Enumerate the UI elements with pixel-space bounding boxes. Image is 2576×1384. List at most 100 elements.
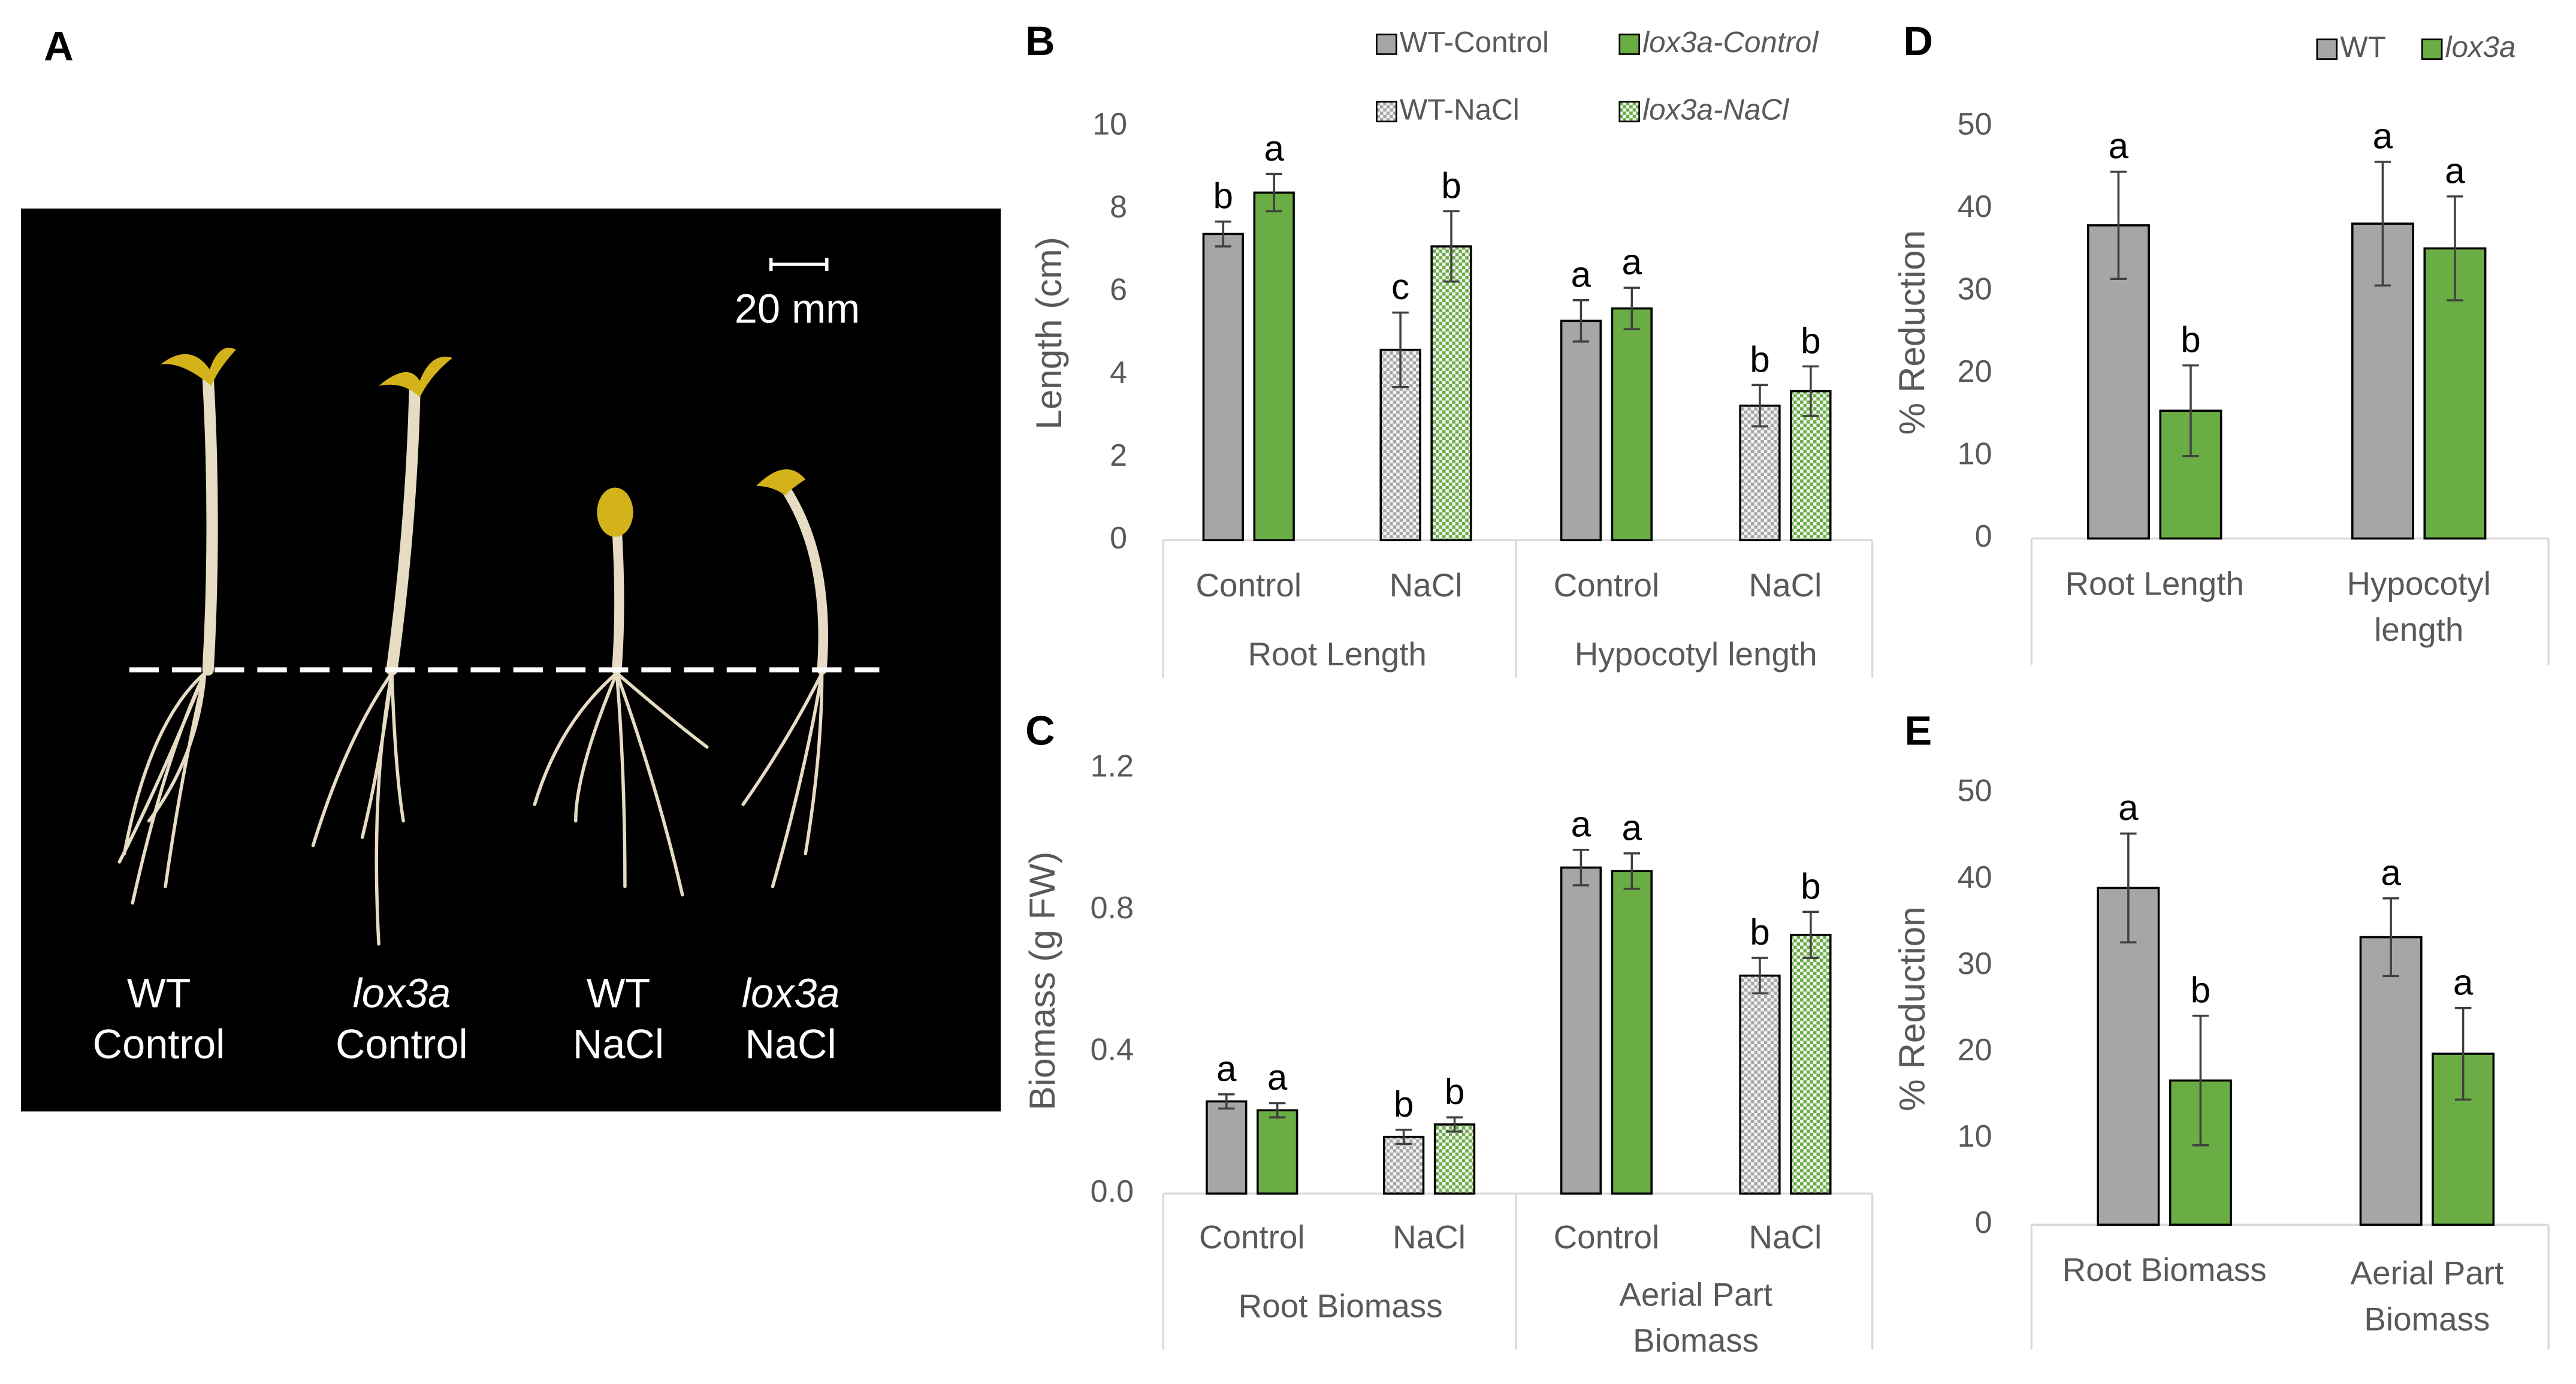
photo: 20 mm bbox=[20, 208, 1001, 1112]
bar bbox=[2086, 224, 2150, 540]
y-tick-label: 1.2 bbox=[1091, 749, 1134, 784]
x-category-label: Biomass bbox=[1633, 1322, 1759, 1359]
bar bbox=[2359, 936, 2423, 1226]
significance-letter: b bbox=[1445, 1071, 1465, 1112]
x-subcategory-label: Control bbox=[1554, 566, 1660, 604]
bar bbox=[2097, 887, 2160, 1226]
error-bar bbox=[1623, 287, 1641, 330]
bar bbox=[1739, 974, 1781, 1195]
y-tick-label: 2 bbox=[1110, 438, 1127, 473]
error-bar bbox=[2374, 161, 2391, 287]
panel-label: E bbox=[1904, 707, 1932, 753]
error-bar bbox=[1802, 910, 1819, 959]
y-tick-label: 20 bbox=[1958, 1033, 1992, 1068]
panel-label: D bbox=[1904, 18, 1933, 64]
panel-label: C bbox=[1025, 707, 1055, 753]
y-tick-label: 10 bbox=[1958, 1119, 1992, 1154]
x-subcategory-label: NaCl bbox=[1749, 566, 1822, 604]
error-bar bbox=[2182, 364, 2199, 457]
y-tick-label: 10 bbox=[1092, 107, 1127, 142]
significance-letter: c bbox=[1391, 266, 1409, 307]
error-bar bbox=[1215, 220, 1232, 248]
bar bbox=[1382, 1135, 1425, 1195]
significance-letter: a bbox=[2118, 787, 2139, 828]
x-category-label: Aerial Part bbox=[2351, 1255, 2504, 1292]
x-category-label: Root Length bbox=[1248, 635, 1426, 673]
significance-letter: a bbox=[2109, 125, 2129, 166]
x-subcategory-label: Control bbox=[1554, 1218, 1660, 1255]
significance-letter: b bbox=[1801, 866, 1821, 906]
significance-letter: a bbox=[2453, 961, 2474, 1002]
y-axis-title: % Reduction bbox=[1892, 906, 1932, 1111]
legend-swatch bbox=[2316, 38, 2338, 60]
significance-letter: b bbox=[1750, 912, 1770, 952]
error-bar bbox=[1751, 957, 1768, 995]
y-tick-label: 0.4 bbox=[1091, 1033, 1134, 1068]
y-axis-title: Length (cm) bbox=[1028, 237, 1069, 429]
error-bar bbox=[1218, 1093, 1235, 1110]
y-tick-label: 50 bbox=[1958, 107, 1992, 142]
error-bar bbox=[1623, 852, 1641, 890]
y-tick-label: 0.0 bbox=[1091, 1174, 1134, 1209]
panel-label: B bbox=[1025, 18, 1055, 64]
legend-swatch bbox=[1618, 101, 1641, 123]
y-tick-label: 0 bbox=[1110, 521, 1127, 556]
error-bar bbox=[1269, 1102, 1286, 1118]
error-bar bbox=[1266, 173, 1282, 213]
significance-letter: b bbox=[2191, 969, 2211, 1010]
y-tick-label: 0 bbox=[1975, 519, 1992, 554]
y-tick-label: 0 bbox=[1975, 1205, 1992, 1240]
x-subcategory-label: Control bbox=[1195, 566, 1301, 604]
legend-swatch bbox=[2421, 38, 2443, 60]
error-bar bbox=[2454, 1006, 2472, 1101]
y-tick-label: 40 bbox=[1958, 189, 1992, 224]
significance-letter: a bbox=[1571, 254, 1591, 294]
significance-letter: b bbox=[1394, 1083, 1414, 1124]
photo-label: lox3a bbox=[742, 970, 840, 1017]
y-tick-label: 10 bbox=[1958, 437, 1992, 472]
y-tick-label: 30 bbox=[1958, 272, 1992, 307]
cotyledons bbox=[160, 348, 806, 537]
error-bar bbox=[1572, 299, 1590, 343]
y-tick-label: 30 bbox=[1958, 946, 1992, 981]
bar bbox=[1433, 1123, 1476, 1195]
x-category-label: length bbox=[2374, 611, 2463, 648]
error-bar bbox=[1392, 311, 1409, 388]
bar bbox=[1611, 307, 1653, 541]
y-axis-title: Biomass (g FW) bbox=[1022, 852, 1062, 1111]
x-category-label: Biomass bbox=[2364, 1300, 2490, 1337]
photo-label: Control bbox=[93, 1021, 225, 1068]
significance-letter: b bbox=[1213, 175, 1234, 216]
significance-letter: a bbox=[2373, 116, 2393, 156]
error-bar bbox=[1751, 384, 1768, 428]
legend-label: WT bbox=[2340, 31, 2386, 64]
significance-letter: a bbox=[1622, 242, 1642, 282]
bar bbox=[1560, 319, 1602, 541]
photo-label: NaCl bbox=[745, 1021, 836, 1068]
significance-letter: b bbox=[1750, 339, 1770, 379]
y-tick-label: 40 bbox=[1958, 860, 1992, 895]
legend-swatch bbox=[1376, 101, 1397, 123]
legend-label: lox3a bbox=[2445, 31, 2516, 64]
x-subcategory-label: NaCl bbox=[1393, 1218, 1466, 1255]
photo-label: WT bbox=[587, 970, 650, 1017]
y-tick-label: 6 bbox=[1110, 273, 1127, 307]
legend-label: lox3a-Control bbox=[1642, 26, 1819, 59]
legend-label: WT-NaCl bbox=[1400, 93, 1520, 126]
bar bbox=[1560, 866, 1602, 1195]
significance-letter: a bbox=[1267, 1057, 1288, 1097]
error-bar bbox=[2110, 170, 2127, 281]
legend-swatch bbox=[1376, 34, 1397, 55]
x-category-label: Root Biomass bbox=[2062, 1251, 2267, 1288]
photo-label: NaCl bbox=[573, 1021, 664, 1068]
x-category-label: Root Biomass bbox=[1239, 1287, 1443, 1324]
significance-letter: a bbox=[2445, 150, 2465, 191]
y-tick-label: 8 bbox=[1110, 190, 1127, 225]
panel-label: A bbox=[44, 23, 73, 69]
y-tick-label: 50 bbox=[1958, 774, 1992, 809]
x-category-label: Root Length bbox=[2065, 565, 2244, 602]
legend-swatch bbox=[1618, 34, 1641, 55]
significance-letter: a bbox=[1571, 803, 1591, 844]
